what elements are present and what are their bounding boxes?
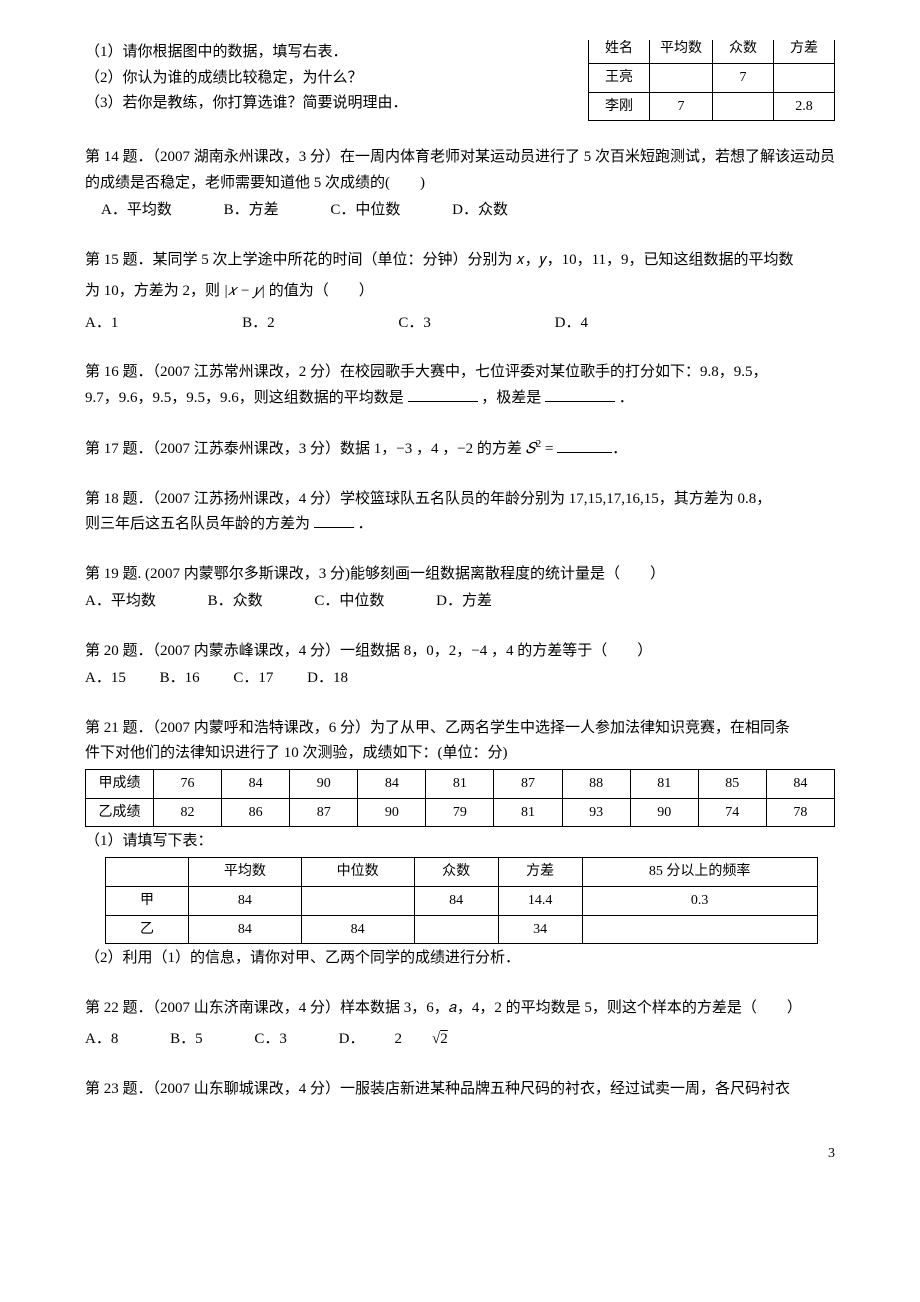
table-row: 李刚 7 2.8	[589, 92, 835, 121]
fill-table: 平均数 中位数 众数 方差 85 分以上的频率 甲 84 84 14.4 0.3…	[105, 857, 818, 944]
q15-line1: 第 15 题．某同学 5 次上学途中所花的时间（单位：分钟）分别为 𝑥，𝑦，10…	[85, 248, 835, 274]
q23-block: 第 23 题．（2007 山东聊城课改，4 分）一服装店新进某种品牌五种尺码的衬…	[85, 1077, 835, 1103]
opt-a: A．8	[85, 1027, 118, 1053]
table-row: 平均数 中位数 众数 方差 85 分以上的频率	[106, 857, 818, 886]
table-row: 乙成绩 82868790798193907478	[86, 798, 835, 827]
q18-line2: 则三年后这五名队员年龄的方差为 ．	[85, 512, 835, 538]
opt-c: C．3	[398, 311, 431, 337]
page-number: 3	[85, 1142, 835, 1166]
cell-mode	[713, 92, 774, 121]
q20-block: 第 20 题．（2007 内蒙赤峰课改，4 分）一组数据 8，0，2，−4 ，4…	[85, 639, 835, 692]
opt-d: D．18	[307, 666, 348, 692]
table-row: 王亮 7	[589, 63, 835, 92]
q22-block: 第 22 题．（2007 山东济南课改，4 分）样本数据 3，6，𝑎，4，2 的…	[85, 996, 835, 1053]
q14-options: A．平均数 B．方差 C．中位数 D．众数	[85, 198, 835, 224]
q18-block: 第 18 题．（2007 江苏扬州课改，4 分）学校篮球队五名队员的年龄分别为 …	[85, 487, 835, 538]
cell-mean: 7	[650, 92, 713, 121]
opt-b: B．方差	[224, 198, 279, 224]
q15-block: 第 15 题．某同学 5 次上学途中所花的时间（单位：分钟）分别为 𝑥，𝑦，10…	[85, 248, 835, 337]
opt-a: A．15	[85, 666, 126, 692]
q22-stem: 第 22 题．（2007 山东济南课改，4 分）样本数据 3，6，𝑎，4，2 的…	[85, 996, 835, 1022]
q16-line1: 第 16 题．（2007 江苏常州课改，2 分）在校园歌手大赛中，七位评委对某位…	[85, 360, 835, 386]
scores-table: 甲成绩 76849084818788818584 乙成绩 82868790798…	[85, 769, 835, 828]
opt-c: C．中位数	[314, 589, 384, 615]
q14-block: 第 14 题．（2007 湖南永州课改，3 分）在一周内体育老师对某运动员进行了…	[85, 145, 835, 224]
blank-range	[545, 387, 615, 402]
q21-sub2: （2）利用（1）的信息，请你对甲、乙两个同学的成绩进行分析．	[85, 946, 835, 972]
q17-block: 第 17 题．（2007 江苏泰州课改，3 分）数据 1，−3 ，4 ，−2 的…	[85, 435, 835, 463]
q20-options: A．15 B．16 C．17 D．18	[85, 666, 835, 692]
table-row: 甲成绩 76849084818788818584	[86, 769, 835, 798]
table-row: 乙 84 84 34	[106, 915, 818, 944]
opt-b: B．16	[160, 666, 200, 692]
q15-options: A．1 B．2 C．3 D．4	[85, 311, 835, 337]
q20-stem: 第 20 题．（2007 内蒙赤峰课改，4 分）一组数据 8，0，2，−4 ，4…	[85, 639, 835, 665]
row-label: 甲成绩	[86, 769, 154, 798]
row-label: 乙成绩	[86, 798, 154, 827]
th-name: 姓名	[589, 40, 650, 63]
q13-block: 姓名 平均数 众数 方差 王亮 7 李刚 7 2.8 （1）请你根据图中的数据，…	[85, 40, 835, 121]
table-row: 姓名 平均数 众数 方差	[589, 40, 835, 63]
opt-d: D．众数	[452, 198, 508, 224]
cell-mode: 7	[713, 63, 774, 92]
opt-c: C．17	[233, 666, 273, 692]
th-mode: 众数	[713, 40, 774, 63]
blank-variance	[557, 438, 612, 453]
q16-line2: 9.7，9.6，9.5，9.5，9.6，则这组数据的平均数是 ，极差是 ．	[85, 386, 835, 412]
opt-b: B．2	[242, 311, 275, 337]
opt-c: C．3	[254, 1027, 287, 1053]
q14-stem: 第 14 题．（2007 湖南永州课改，3 分）在一周内体育老师对某运动员进行了…	[85, 145, 835, 196]
opt-a: A．平均数	[85, 589, 156, 615]
blank-mean	[408, 387, 478, 402]
opt-d: D．4	[555, 311, 588, 337]
q21-line2: 件下对他们的法律知识进行了 10 次测验，成绩如下：(单位：分)	[85, 741, 835, 767]
abs-expr: |𝑥 − 𝑦|	[224, 283, 265, 299]
cell-mean	[650, 63, 713, 92]
q21-sub1: （1）请填写下表：	[85, 829, 835, 855]
cell-var	[774, 63, 835, 92]
q18-line1: 第 18 题．（2007 江苏扬州课改，4 分）学校篮球队五名队员的年龄分别为 …	[85, 487, 835, 513]
opt-b: B．众数	[208, 589, 263, 615]
blank-future-var	[314, 513, 354, 528]
cell-var: 2.8	[774, 92, 835, 121]
opt-a: A．1	[85, 311, 118, 337]
th-mean: 平均数	[650, 40, 713, 63]
q16-block: 第 16 题．（2007 江苏常州课改，2 分）在校园歌手大赛中，七位评委对某位…	[85, 360, 835, 411]
q19-stem: 第 19 题. (2007 内蒙鄂尔多斯课改，3 分)能够刻画一组数据离散程度的…	[85, 562, 835, 588]
q15-line2: 为 10，方差为 2，则 |𝑥 − 𝑦| 的值为（ ）	[85, 279, 835, 305]
opt-d: D．2√2	[339, 1027, 478, 1053]
opt-a: A．平均数	[101, 198, 172, 224]
opt-d: D．方差	[436, 589, 492, 615]
cell-name: 李刚	[589, 92, 650, 121]
q19-block: 第 19 题. (2007 内蒙鄂尔多斯课改，3 分)能够刻画一组数据离散程度的…	[85, 562, 835, 615]
q21-block: 第 21 题．（2007 内蒙呼和浩特课改，6 分）为了从甲、乙两名学生中选择一…	[85, 716, 835, 972]
q21-line1: 第 21 题．（2007 内蒙呼和浩特课改，6 分）为了从甲、乙两名学生中选择一…	[85, 716, 835, 742]
th-var: 方差	[774, 40, 835, 63]
cell-name: 王亮	[589, 63, 650, 92]
q22-options: A．8 B．5 C．3 D．2√2	[85, 1027, 835, 1053]
opt-c: C．中位数	[330, 198, 400, 224]
stats-mini-table: 姓名 平均数 众数 方差 王亮 7 李刚 7 2.8	[588, 40, 835, 121]
opt-b: B．5	[170, 1027, 203, 1053]
table-row: 甲 84 84 14.4 0.3	[106, 886, 818, 915]
q19-options: A．平均数 B．众数 C．中位数 D．方差	[85, 589, 835, 615]
q23-stem: 第 23 题．（2007 山东聊城课改，4 分）一服装店新进某种品牌五种尺码的衬…	[85, 1077, 835, 1103]
